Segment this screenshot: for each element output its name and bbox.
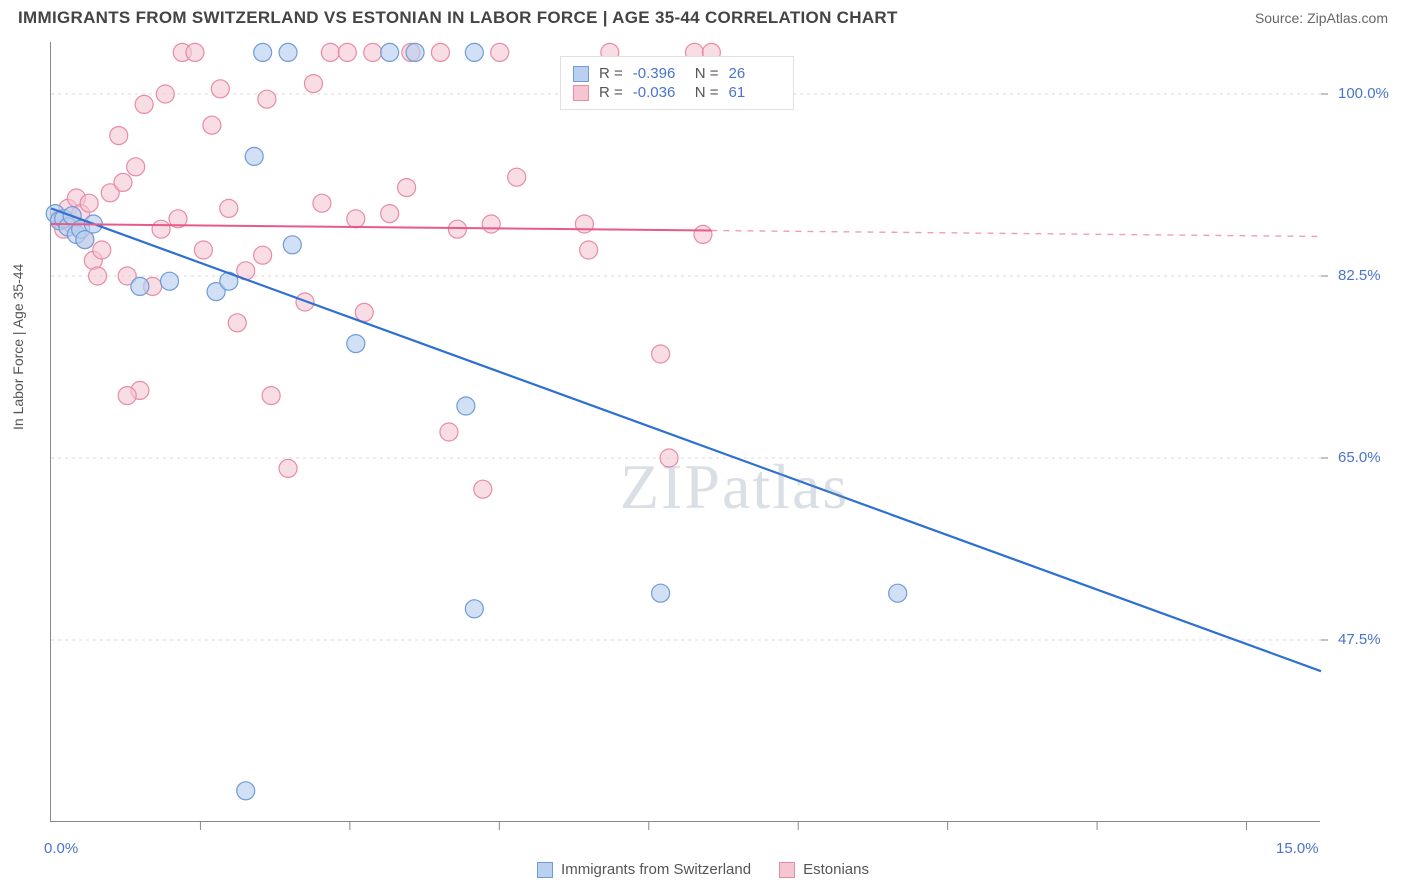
legend-r-value-swiss: -0.396 (633, 65, 685, 82)
y-tick-label: 47.5% (1338, 631, 1381, 648)
y-tick-label: 100.0% (1338, 85, 1389, 102)
legend-item-swiss: Immigrants from Switzerland (537, 861, 751, 878)
x-tick-label: 0.0% (44, 840, 78, 857)
y-tick-label: 65.0% (1338, 449, 1381, 466)
source-credit: Source: ZipAtlas.com (1255, 10, 1388, 26)
legend-row-swiss: R = -0.396 N = 26 (573, 65, 781, 82)
source-value: ZipAtlas.com (1307, 10, 1388, 26)
y-axis-label: In Labor Force | Age 35-44 (10, 264, 26, 430)
source-label: Source: (1255, 10, 1307, 26)
series-legend: Immigrants from Switzerland Estonians (0, 861, 1406, 878)
chart-header: IMMIGRANTS FROM SWITZERLAND VS ESTONIAN … (0, 0, 1406, 32)
legend-item-estonian: Estonians (779, 861, 869, 878)
legend-swatch-icon (779, 862, 795, 878)
legend-swatch-icon (537, 862, 553, 878)
legend-n-value-swiss: 26 (729, 65, 781, 82)
legend-n-label: N = (695, 84, 719, 101)
legend-row-estonian: R = -0.036 N = 61 (573, 84, 781, 101)
correlation-legend: R = -0.396 N = 26 R = -0.036 N = 61 (560, 56, 794, 110)
y-tick-label: 82.5% (1338, 267, 1381, 284)
legend-swatch-swiss (573, 66, 589, 82)
chart-svg (51, 42, 1321, 822)
legend-label-estonian: Estonians (803, 861, 869, 878)
chart-title: IMMIGRANTS FROM SWITZERLAND VS ESTONIAN … (18, 8, 898, 28)
legend-n-label: N = (695, 65, 719, 82)
legend-r-value-estonian: -0.036 (633, 84, 685, 101)
legend-r-label: R = (599, 84, 623, 101)
legend-swatch-estonian (573, 85, 589, 101)
legend-r-label: R = (599, 65, 623, 82)
legend-n-value-estonian: 61 (729, 84, 781, 101)
chart-plot-area (50, 42, 1320, 822)
legend-label-swiss: Immigrants from Switzerland (561, 861, 751, 878)
x-tick-label: 15.0% (1276, 840, 1319, 857)
